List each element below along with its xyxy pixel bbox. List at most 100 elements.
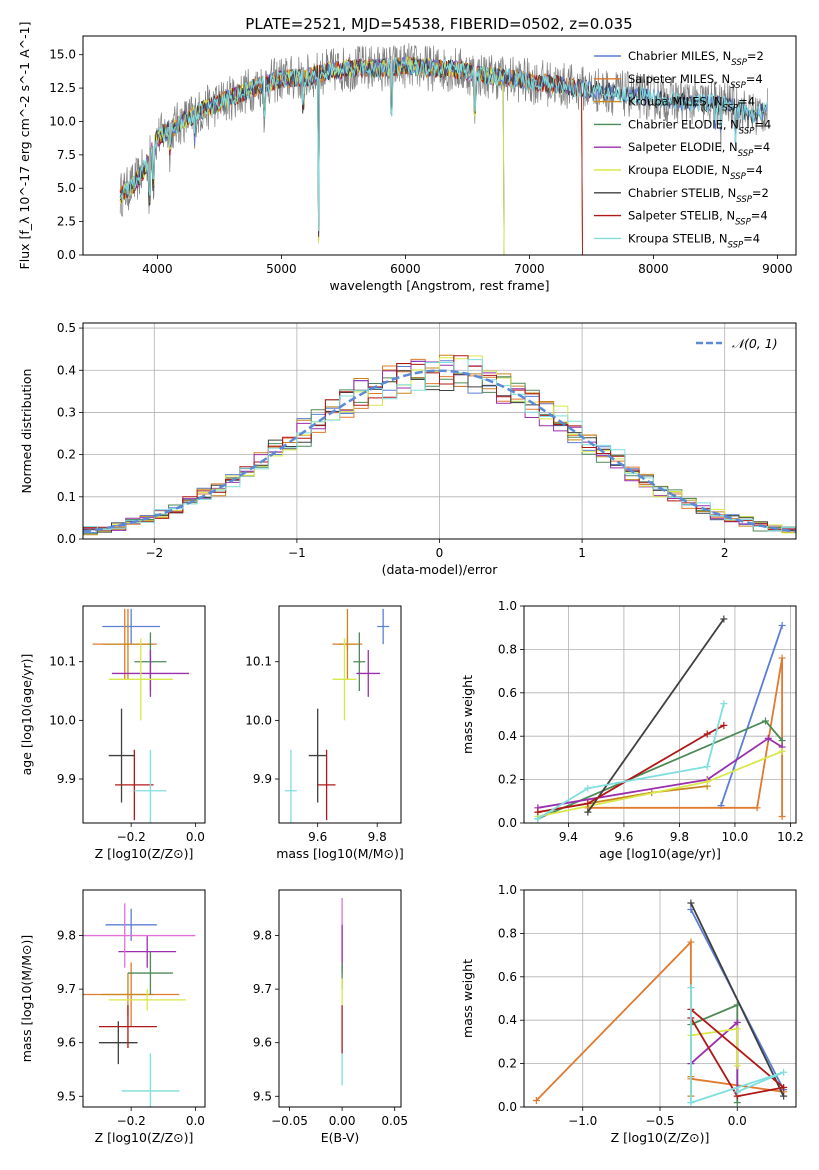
y-tick-label: 15.0	[49, 48, 76, 62]
axes-frame	[82, 605, 206, 824]
y-tick-label: 0.4	[498, 729, 517, 743]
weight-line	[690, 987, 784, 1104]
legend-count: =4	[746, 72, 763, 86]
weight-line	[587, 657, 783, 817]
marker	[703, 778, 711, 786]
error-cross	[284, 749, 297, 823]
x-tick-label: 4000	[142, 262, 173, 276]
y-tick-label: 10.0	[245, 713, 272, 727]
panel-z-weight: −1.0 −0.5 0.0 0.0 0.2 0.4 0.6 0.8 1.0 Z [log10(Z/…	[460, 883, 797, 1145]
panel-z-age: −0.2 0.0 9.9 10.0 10.1 Z [log10(Z/Z⊙)] age [lo…	[19, 605, 206, 861]
legend-name: Kroupa ELODIE, N	[628, 163, 730, 177]
weight-line	[537, 703, 725, 820]
axes-frame	[278, 605, 402, 824]
plot-area	[532, 899, 788, 1107]
x-axis-label: mass [log10(M/M⊙)]	[276, 846, 404, 861]
error-cross	[108, 989, 186, 1011]
x-tick-label: 5000	[266, 262, 297, 276]
x-axis-label: Z [log10(Z/Z⊙)]	[95, 846, 194, 861]
x-axis-label: (data-model)/error	[382, 562, 499, 577]
y-tick-label: 0.5	[57, 321, 76, 335]
y-tick-label: 9.5	[253, 1089, 272, 1103]
legend-entry: Kroupa MILES, NSSP=4	[628, 95, 755, 114]
marker	[687, 938, 695, 946]
y-axis-label: Flux [f_λ 10^-17 erg cm^-2 s^-1 A^-1]	[17, 22, 32, 270]
legend-sub: SSP	[730, 172, 746, 182]
legend-sub: SSP	[738, 149, 754, 159]
marker	[584, 808, 592, 816]
legend-entry: Salpeter MILES, NSSP=4	[628, 72, 763, 91]
y-tick-label: 10.0	[49, 713, 76, 727]
figure-title: PLATE=2521, MJD=54538, FIBERID=0502, z=0…	[245, 15, 632, 33]
weight-line	[537, 737, 783, 809]
legend-sub: SSP	[739, 126, 755, 136]
marker	[780, 1068, 788, 1076]
error-cross	[115, 749, 154, 821]
marker	[780, 1092, 788, 1100]
x-axis-label: age [log10(age/yr)]	[599, 846, 721, 861]
x-tick-label: 0.0	[186, 1114, 205, 1128]
y-tick-label: 5.0	[57, 181, 76, 195]
error-cross	[356, 649, 381, 697]
marker	[778, 654, 786, 662]
weight-line	[690, 1003, 739, 1103]
axes-frame	[523, 889, 797, 1108]
x-tick-label: −0.2	[117, 830, 146, 844]
legend-sub: SSP	[735, 218, 751, 228]
marker	[764, 734, 772, 742]
x-tick-label: 2	[721, 546, 729, 560]
marker	[733, 1088, 741, 1096]
y-tick-label: 0.0	[57, 532, 76, 546]
x-tick-label: −0.2	[117, 1114, 146, 1128]
panels: 4000 5000 6000 7000 8000 90000.02.55.07.510.0…	[17, 22, 804, 1145]
y-tick-label: 0.0	[498, 816, 517, 830]
y-tick-label: 9.6	[57, 1036, 76, 1050]
legend-name: Salpeter ELODIE, N	[628, 140, 738, 154]
x-tick-label: 0.0	[186, 830, 205, 844]
y-tick-label: 0.2	[498, 1057, 517, 1071]
y-tick-label: 10.0	[49, 114, 76, 128]
marker	[720, 721, 728, 729]
x-axis-label: wavelength [Angstrom, rest frame]	[329, 278, 549, 293]
marker	[687, 899, 695, 907]
error-cross	[338, 608, 357, 680]
legend-count: =4	[738, 95, 755, 109]
panel-mass-age: 9.6 9.8 9.9 10.0 10.1 mass [log10(M/M⊙)]	[245, 605, 404, 861]
y-tick-label: 9.8	[57, 929, 76, 943]
marker	[778, 747, 786, 755]
legend-name: Kroupa STELIB, N	[628, 231, 728, 245]
marker	[534, 808, 542, 816]
marker	[778, 812, 786, 820]
y-tick-label: 9.7	[57, 982, 76, 996]
x-tick-label: 6000	[390, 262, 421, 276]
error-cross	[83, 903, 196, 968]
x-axis-label: Z [log10(Z/Z⊙)]	[95, 1130, 194, 1145]
weight-line	[720, 625, 783, 806]
marker	[720, 700, 728, 708]
y-tick-label: 9.8	[253, 929, 272, 943]
y-tick-label: 1.0	[498, 599, 517, 613]
y-tick-label: 0.2	[498, 773, 517, 787]
legend-count: =4	[746, 163, 763, 177]
marker	[733, 1099, 741, 1107]
marker	[584, 784, 592, 792]
marker	[733, 1062, 741, 1070]
marker	[584, 799, 592, 807]
axes-frame	[523, 605, 797, 824]
y-tick-label: 9.5	[57, 1089, 76, 1103]
marker	[720, 615, 728, 623]
axes-frame	[82, 35, 797, 256]
error-cross	[377, 608, 390, 645]
x-tick-label: 10.2	[777, 830, 804, 844]
marker	[703, 763, 711, 771]
legend-sub: SSP	[731, 58, 747, 68]
marker	[534, 815, 542, 823]
y-tick-label: 9.6	[253, 1036, 272, 1050]
legend-name: Kroupa MILES, N	[628, 95, 723, 109]
y-tick-label: 0.8	[498, 642, 517, 656]
y-tick-label: 0.4	[498, 1013, 517, 1027]
x-tick-label: 9.4	[559, 830, 578, 844]
normal-curve	[83, 369, 796, 533]
y-tick-label: 2.5	[57, 215, 76, 229]
